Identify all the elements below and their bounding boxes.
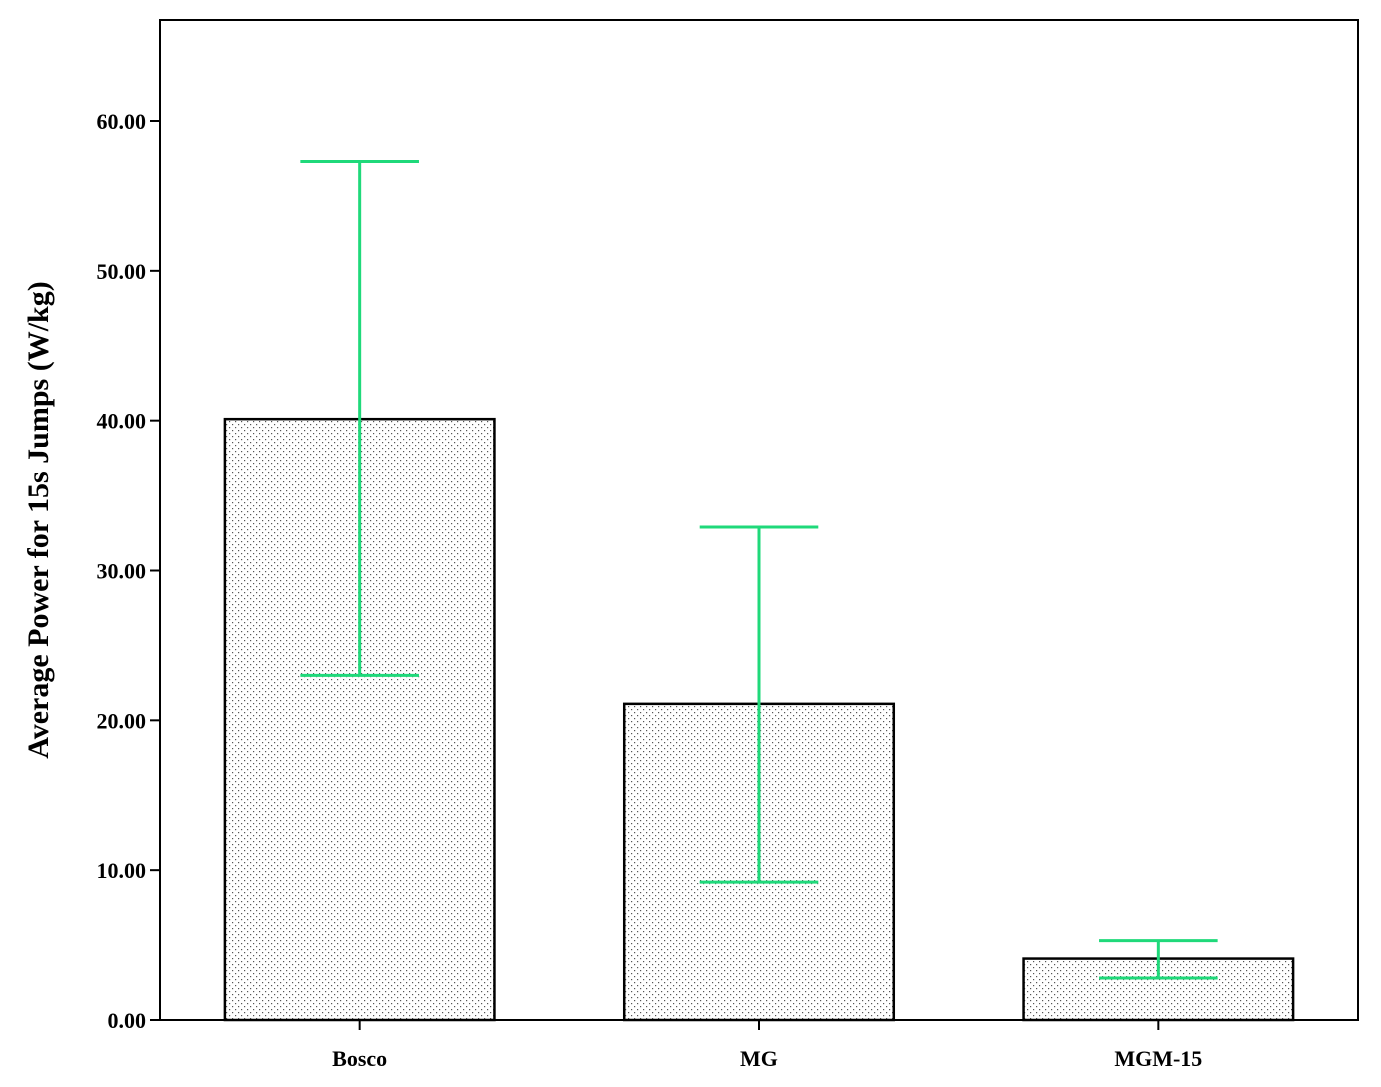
y-axis-title: Average Power for 15s Jumps (W/kg) <box>22 281 55 758</box>
y-tick-label: 10.00 <box>97 858 147 883</box>
y-tick-label: 60.00 <box>97 109 147 134</box>
x-tick-label: MG <box>740 1046 778 1071</box>
y-tick-label: 30.00 <box>97 559 147 584</box>
y-tick-label: 0.00 <box>108 1008 147 1033</box>
y-tick-label: 40.00 <box>97 409 147 434</box>
x-tick-label: Bosco <box>332 1046 387 1071</box>
x-axis: Bosco MG MGM-15 <box>332 1020 1202 1071</box>
y-tick-label: 20.00 <box>97 708 147 733</box>
y-tick-label: 50.00 <box>97 259 147 284</box>
x-tick-label: MGM-15 <box>1114 1046 1202 1071</box>
y-axis: 0.00 10.00 20.00 30.00 40.00 50.00 60.00 <box>97 109 160 1033</box>
error-bars <box>300 159 1218 980</box>
